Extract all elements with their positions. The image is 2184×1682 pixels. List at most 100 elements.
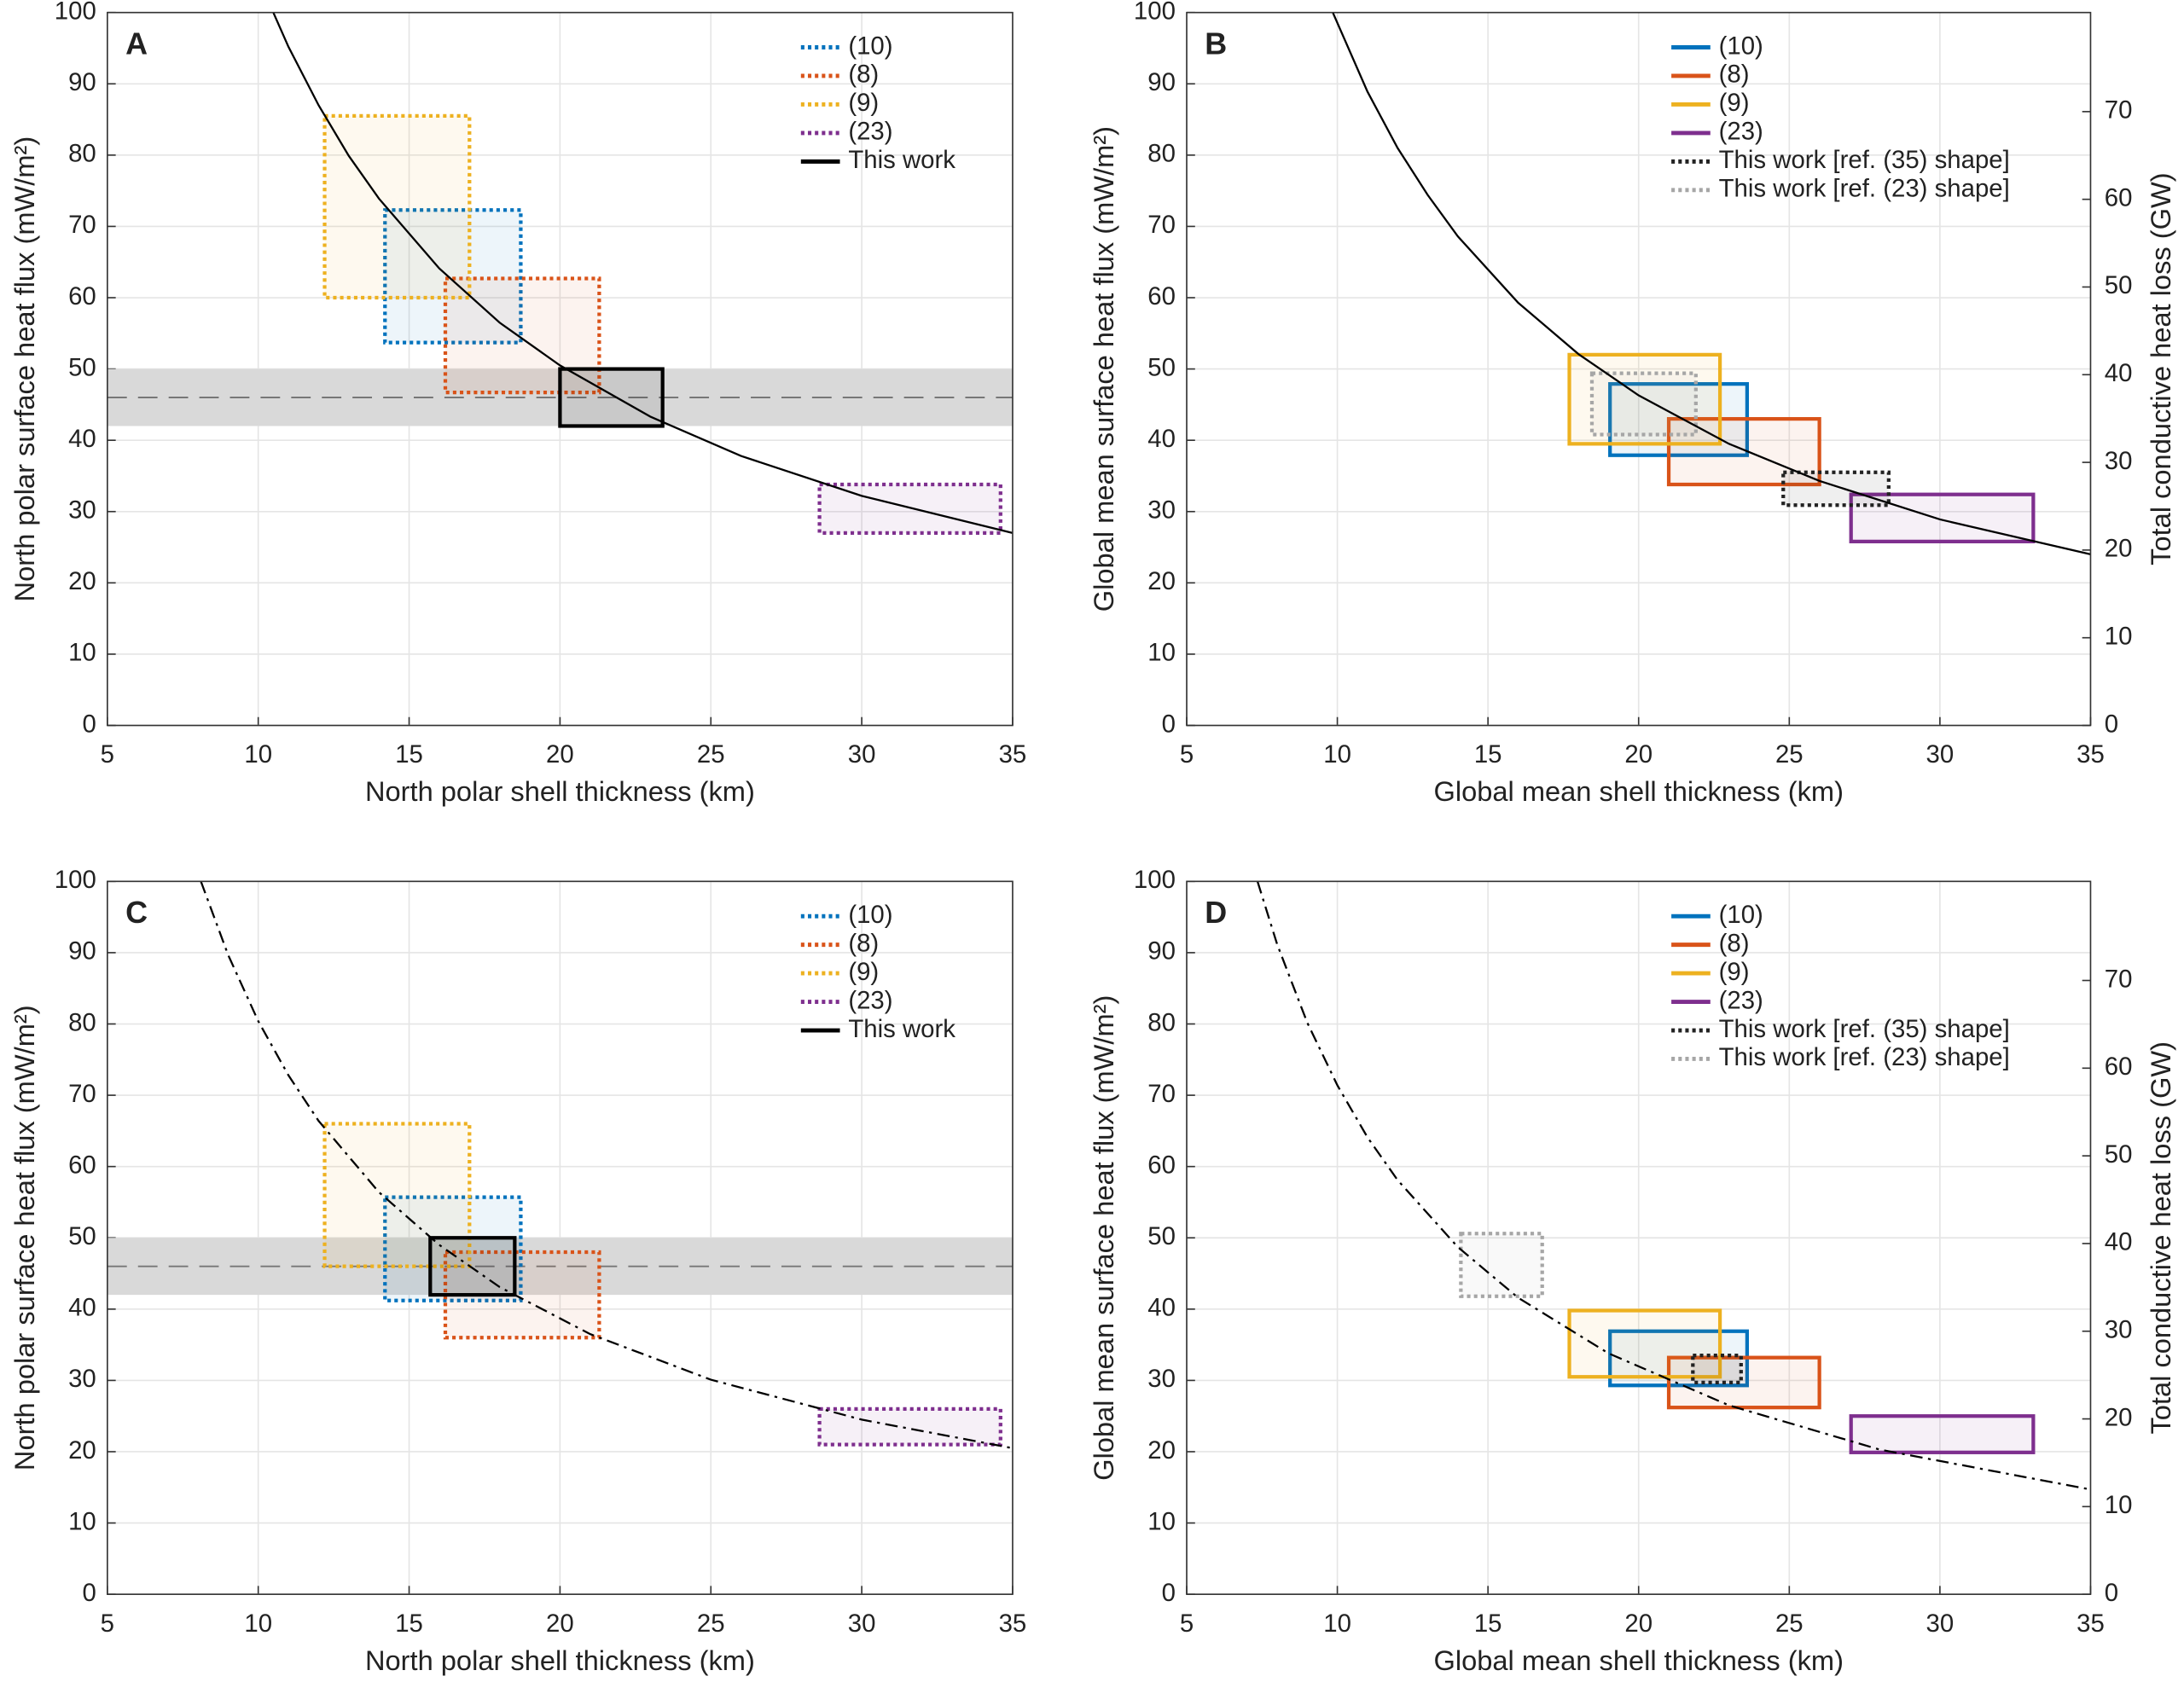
y-tick-label: 10 xyxy=(68,1507,96,1535)
y-tick-label: 90 xyxy=(1147,937,1176,966)
panel: 5 10 15 20 25 30 35010203040506070809010001020… xyxy=(1088,0,2176,807)
legend-label: (9) xyxy=(848,89,879,117)
legend-label: (9) xyxy=(848,958,879,986)
y2-tick-label: 0 xyxy=(2105,1579,2118,1607)
range-box xyxy=(322,1122,472,1268)
y-tick-label: 40 xyxy=(1147,1294,1176,1322)
panel: 5 10 15 20 25 30 350102030405060708090100(10)(… xyxy=(9,866,1026,1676)
y2-tick-label: 30 xyxy=(2105,1316,2133,1344)
x-tick-label: 20 xyxy=(1624,1610,1653,1638)
y-tick-label: 90 xyxy=(68,68,96,96)
x-tick-label: 20 xyxy=(546,740,574,768)
legend-label: This work [ref. (35) shape] xyxy=(1719,1015,2010,1043)
y2-tick-label: 60 xyxy=(2105,1053,2133,1081)
x-tick-label: 5 xyxy=(1180,740,1194,768)
x-tick-label: 20 xyxy=(546,1610,574,1638)
y-tick-label: 100 xyxy=(55,866,96,894)
panel-label: D xyxy=(1205,895,1227,930)
legend-label: (8) xyxy=(1719,929,1750,957)
y-tick-label: 20 xyxy=(68,1436,96,1464)
range-box xyxy=(383,1195,523,1302)
x-tick-label: 15 xyxy=(395,740,423,768)
y-tick-label: 10 xyxy=(1147,639,1176,667)
y-tick-label: 90 xyxy=(1147,68,1176,96)
y-tick-label: 30 xyxy=(68,496,96,525)
x-tick-label: 25 xyxy=(697,1610,725,1638)
y-tick-label: 50 xyxy=(68,1222,96,1250)
fit-curve xyxy=(1256,881,2091,1491)
legend-label: (23) xyxy=(848,986,892,1014)
y-tick-label: 0 xyxy=(1162,710,1176,738)
y-tick-label: 40 xyxy=(1147,425,1176,453)
x-tick-label: 25 xyxy=(1775,740,1804,768)
x-tick-label: 10 xyxy=(244,740,272,768)
legend-label: This work [ref. (23) shape] xyxy=(1719,175,2010,203)
y-axis-label: North polar surface heat flux (mW/m²) xyxy=(9,1005,40,1470)
legend-label: This work xyxy=(848,146,956,174)
y-tick-label: 30 xyxy=(1147,1365,1176,1393)
y2-tick-label: 40 xyxy=(2105,1228,2133,1256)
legend-label: (10) xyxy=(1719,901,1763,929)
y-tick-label: 60 xyxy=(1147,1151,1176,1179)
y-tick-label: 100 xyxy=(55,0,96,25)
y-tick-label: 10 xyxy=(68,639,96,667)
y-tick-label: 60 xyxy=(68,1151,96,1179)
y-tick-label: 70 xyxy=(68,1080,96,1108)
x-tick-label: 35 xyxy=(2077,740,2105,768)
legend-label: (9) xyxy=(1719,89,1750,117)
range-box xyxy=(1666,416,1821,487)
x-axis-label: Global mean shell thickness (km) xyxy=(1433,775,1844,807)
y-tick-label: 50 xyxy=(68,353,96,381)
x-tick-label: 35 xyxy=(999,1610,1027,1638)
panel: 5 10 15 20 25 30 35010203040506070809010001020… xyxy=(1088,866,2176,1676)
y-tick-label: 70 xyxy=(1147,1080,1176,1108)
y-tick-label: 80 xyxy=(1147,140,1176,168)
y2-axis-label: Total conductive heat loss (GW) xyxy=(2145,172,2176,566)
x-tick-label: 30 xyxy=(1926,740,1955,768)
fit-curve xyxy=(1332,12,2091,556)
y-axis-label: Global mean surface heat flux (mW/m²) xyxy=(1088,126,1119,612)
x-tick-label: 10 xyxy=(1323,1610,1351,1638)
y-tick-label: 70 xyxy=(1147,211,1176,239)
legend-label: (23) xyxy=(1719,118,1763,146)
y-tick-label: 80 xyxy=(68,1008,96,1036)
range-box xyxy=(1781,470,1891,508)
y-tick-label: 40 xyxy=(68,425,96,453)
y-tick-label: 0 xyxy=(82,1579,96,1607)
y2-tick-label: 70 xyxy=(2105,96,2133,125)
y2-tick-label: 50 xyxy=(2105,1140,2133,1169)
legend-label: This work xyxy=(848,1015,956,1043)
y-tick-label: 10 xyxy=(1147,1507,1176,1535)
x-tick-label: 5 xyxy=(1180,1610,1194,1638)
panel-label: C xyxy=(125,895,148,930)
y2-tick-label: 10 xyxy=(2105,1491,2133,1519)
panel-label: B xyxy=(1205,26,1227,61)
legend-label: (8) xyxy=(848,61,879,89)
y2-tick-label: 0 xyxy=(2105,710,2118,738)
x-axis-label: Global mean shell thickness (km) xyxy=(1433,1644,1844,1676)
range-box xyxy=(1459,1232,1544,1298)
x-tick-label: 20 xyxy=(1624,740,1653,768)
x-tick-label: 5 xyxy=(101,740,114,768)
y2-tick-label: 70 xyxy=(2105,965,2133,993)
x-tick-label: 10 xyxy=(244,1610,272,1638)
range-box xyxy=(817,1406,1002,1447)
y-tick-label: 80 xyxy=(1147,1008,1176,1036)
y-tick-label: 30 xyxy=(1147,496,1176,525)
legend-label: (10) xyxy=(848,901,892,929)
range-box xyxy=(1589,371,1698,437)
legend-label: (10) xyxy=(1719,32,1763,60)
legend-label: (23) xyxy=(1719,986,1763,1014)
y2-axis-label: Total conductive heat loss (GW) xyxy=(2145,1041,2176,1435)
range-box xyxy=(1849,1414,2036,1454)
axes-box xyxy=(107,880,1014,1595)
y-tick-label: 50 xyxy=(1147,353,1176,381)
legend-label: (10) xyxy=(848,32,892,60)
x-tick-label: 25 xyxy=(697,740,725,768)
y-tick-label: 80 xyxy=(68,140,96,168)
panel: 5 10 15 20 25 30 350102030405060708090100(10)(… xyxy=(9,0,1026,807)
x-tick-label: 15 xyxy=(1474,740,1502,768)
y-tick-label: 20 xyxy=(1147,1436,1176,1464)
x-tick-label: 15 xyxy=(1474,1610,1502,1638)
